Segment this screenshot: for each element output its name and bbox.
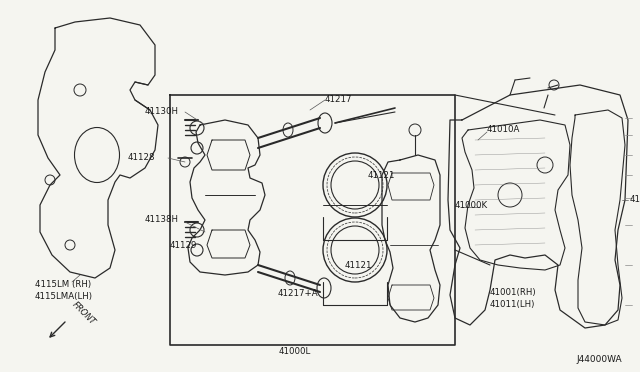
Text: 41138H: 41138H xyxy=(145,215,179,224)
Text: 41000K: 41000K xyxy=(455,201,488,209)
Text: J44000WA: J44000WA xyxy=(577,356,622,365)
Text: 41001(RH): 41001(RH) xyxy=(490,289,536,298)
Text: 41000L: 41000L xyxy=(279,347,311,356)
Text: 41121: 41121 xyxy=(368,170,396,180)
Text: 41128: 41128 xyxy=(128,154,156,163)
Text: 41129: 41129 xyxy=(170,241,197,250)
Text: 41121: 41121 xyxy=(345,260,372,269)
Text: 41217: 41217 xyxy=(325,96,353,105)
Text: 4115LM (RH): 4115LM (RH) xyxy=(35,280,91,289)
Text: 41011(LH): 41011(LH) xyxy=(490,301,536,310)
Text: 4115LMA(LH): 4115LMA(LH) xyxy=(35,292,93,301)
Text: 41130H: 41130H xyxy=(145,108,179,116)
Text: 41217+A: 41217+A xyxy=(278,289,319,298)
Text: FRONT: FRONT xyxy=(70,300,97,326)
Text: 41080K: 41080K xyxy=(630,196,640,205)
Text: 41010A: 41010A xyxy=(487,125,520,135)
